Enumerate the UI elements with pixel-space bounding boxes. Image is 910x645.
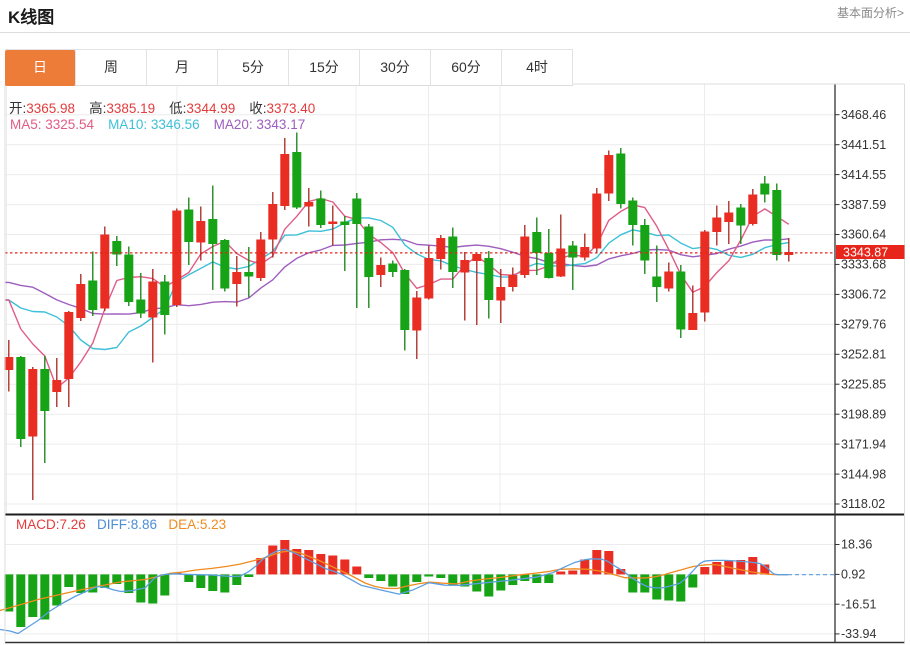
svg-text:18.36: 18.36 — [841, 538, 872, 552]
svg-text:3343.87: 3343.87 — [843, 246, 888, 260]
svg-text:3118.02: 3118.02 — [841, 497, 885, 511]
svg-text:3441.51: 3441.51 — [841, 138, 886, 152]
svg-text:3414.55: 3414.55 — [841, 168, 886, 182]
svg-text:-16.51: -16.51 — [841, 597, 876, 611]
svg-text:3333.68: 3333.68 — [841, 258, 886, 272]
svg-text:3252.81: 3252.81 — [841, 348, 886, 362]
svg-text:3171.94: 3171.94 — [841, 437, 886, 451]
svg-text:3225.85: 3225.85 — [841, 377, 886, 391]
svg-text:3468.46: 3468.46 — [841, 108, 886, 122]
svg-text:-33.94: -33.94 — [841, 627, 876, 641]
svg-text:3360.64: 3360.64 — [841, 228, 886, 242]
svg-text:3279.76: 3279.76 — [841, 318, 886, 332]
svg-text:3198.89: 3198.89 — [841, 407, 886, 421]
svg-text:3306.72: 3306.72 — [841, 288, 886, 302]
svg-text:0.92: 0.92 — [841, 568, 865, 582]
svg-text:3387.59: 3387.59 — [841, 198, 886, 212]
svg-text:3144.98: 3144.98 — [841, 467, 886, 481]
